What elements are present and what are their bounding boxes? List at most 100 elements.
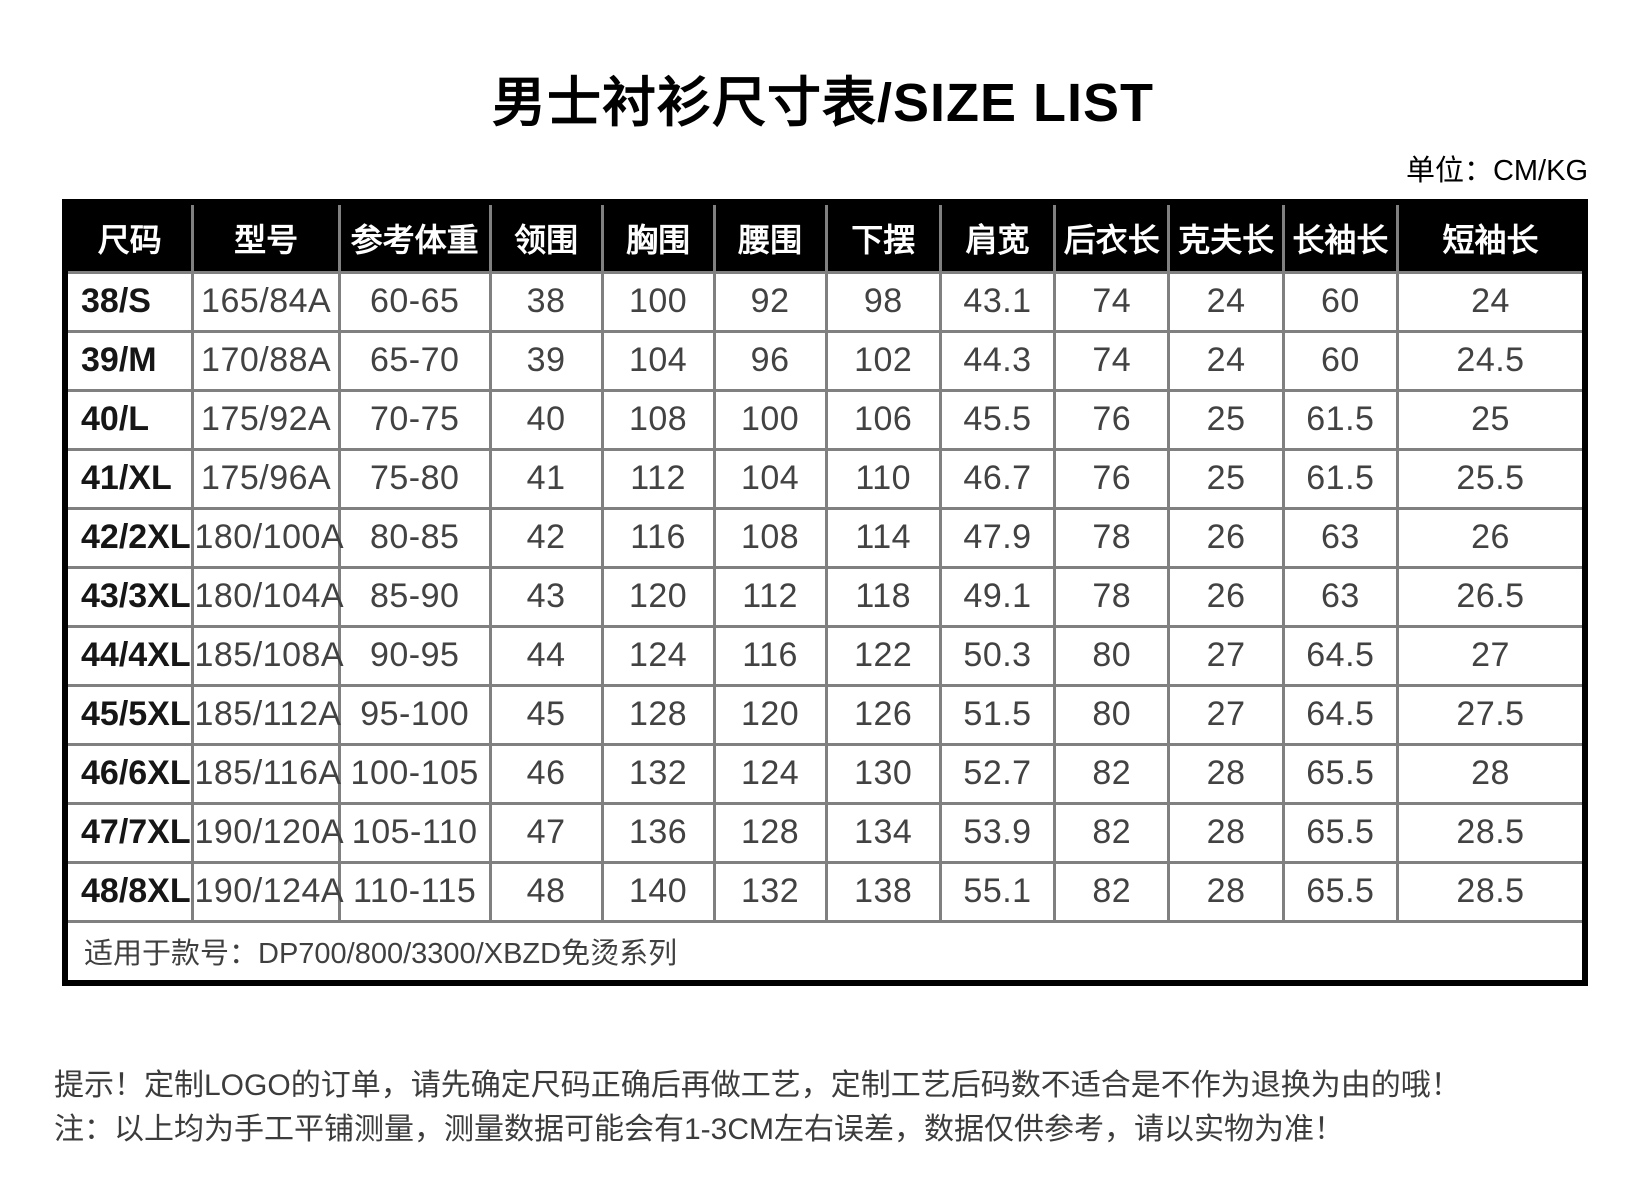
value-cell: 27 — [1396, 624, 1587, 687]
value-cell: 175/92A — [191, 388, 341, 451]
value-cell: 48 — [488, 860, 604, 923]
unit-label: 单位：CM/KG — [1405, 155, 1588, 187]
table-row: 45/5XL 185/112A 95-100 45 128 120 126 51.5 80 27 6… — [63, 683, 1587, 746]
value-cell: 41 — [488, 447, 604, 510]
table-row: 40/L 175/92A 70-75 40 108 100 106 45.5 76 25 61.5 2… — [63, 388, 1587, 451]
value-cell: 52.7 — [938, 742, 1057, 805]
column-header: 后衣长 — [1053, 200, 1171, 274]
value-cell: 46 — [488, 742, 604, 805]
value-cell: 61.5 — [1281, 447, 1400, 510]
value-cell: 63 — [1281, 506, 1400, 569]
value-cell: 26 — [1396, 506, 1587, 569]
value-cell: 78 — [1053, 565, 1171, 628]
value-cell: 80 — [1053, 683, 1171, 746]
value-cell: 64.5 — [1281, 624, 1400, 687]
value-cell: 51.5 — [938, 683, 1057, 746]
value-cell: 132 — [712, 860, 828, 923]
value-cell: 28 — [1167, 860, 1285, 923]
value-cell: 105-110 — [337, 801, 492, 864]
column-header: 下摆 — [824, 200, 942, 274]
value-cell: 75-80 — [337, 447, 492, 510]
column-header: 尺码 — [63, 200, 195, 274]
size-cell: 42/2XL — [63, 506, 195, 569]
value-cell: 74 — [1053, 329, 1171, 392]
value-cell: 38 — [488, 270, 604, 333]
column-header: 长袖长 — [1281, 200, 1400, 274]
size-cell: 38/S — [63, 270, 195, 333]
column-header: 胸围 — [600, 200, 716, 274]
column-header: 肩宽 — [938, 200, 1057, 274]
column-header: 短袖长 — [1396, 200, 1587, 274]
value-cell: 28 — [1167, 801, 1285, 864]
value-cell: 96 — [712, 329, 828, 392]
value-cell: 25 — [1167, 447, 1285, 510]
value-cell: 132 — [600, 742, 716, 805]
column-header: 型号 — [191, 200, 341, 274]
value-cell: 65.5 — [1281, 801, 1400, 864]
value-cell: 100 — [600, 270, 716, 333]
value-cell: 190/120A — [191, 801, 344, 864]
size-cell: 43/3XL — [63, 565, 195, 628]
table-row: 48/8XL 190/124A 110-115 48 140 132 138 55.1 82 28… — [63, 860, 1587, 923]
value-cell: 140 — [600, 860, 716, 923]
value-cell: 27 — [1167, 624, 1285, 687]
value-cell: 78 — [1053, 506, 1171, 569]
notes-block: 提示！定制LOGO的订单，请先确定尺码正确后再做工艺，定制工艺后码数不适合是不作… — [54, 1064, 1588, 1152]
column-header: 参考体重 — [337, 200, 492, 274]
value-cell: 104 — [712, 447, 828, 510]
value-cell: 70-75 — [337, 388, 492, 451]
value-cell: 165/84A — [191, 270, 341, 333]
size-cell: 44/4XL — [63, 624, 195, 687]
value-cell: 28.5 — [1396, 801, 1587, 864]
note-custom-logo: 提示！定制LOGO的订单，请先确定尺码正确后再做工艺，定制工艺后码数不适合是不作… — [54, 1069, 1461, 1102]
value-cell: 45.5 — [938, 388, 1057, 451]
value-cell: 108 — [712, 506, 828, 569]
header-row: 尺码 型号 参考体重 领围 胸围 腰围 下摆 肩宽 后衣长 克夫长 长袖长 短袖长 — [63, 200, 1587, 274]
value-cell: 61.5 — [1281, 388, 1400, 451]
value-cell: 120 — [600, 565, 716, 628]
value-cell: 85-90 — [337, 565, 492, 628]
size-cell: 45/5XL — [63, 683, 195, 746]
value-cell: 102 — [824, 329, 942, 392]
size-cell: 48/8XL — [63, 860, 195, 923]
value-cell: 116 — [600, 506, 716, 569]
table-row: 39/M 170/88A 65-70 39 104 96 102 44.3 74 24 60 24.5 — [63, 329, 1587, 392]
value-cell: 24 — [1167, 270, 1285, 333]
value-cell: 27.5 — [1396, 683, 1587, 746]
value-cell: 185/116A — [191, 742, 341, 805]
value-cell: 92 — [712, 270, 828, 333]
value-cell: 180/100A — [191, 506, 344, 569]
table-row: 41/XL 175/96A 75-80 41 112 104 110 46.7 76 25 61.5… — [63, 447, 1587, 510]
value-cell: 28.5 — [1396, 860, 1587, 923]
value-cell: 40 — [488, 388, 604, 451]
value-cell: 65.5 — [1281, 742, 1400, 805]
value-cell: 120 — [712, 683, 828, 746]
value-cell: 42 — [488, 506, 604, 569]
value-cell: 114 — [824, 506, 942, 569]
value-cell: 76 — [1053, 388, 1171, 451]
value-cell: 108 — [600, 388, 716, 451]
value-cell: 128 — [600, 683, 716, 746]
value-cell: 28 — [1167, 742, 1285, 805]
value-cell: 44 — [488, 624, 604, 687]
value-cell: 28 — [1396, 742, 1587, 805]
value-cell: 53.9 — [938, 801, 1057, 864]
table-row: 46/6XL 185/116A 100-105 46 132 124 130 52.7 82 28… — [63, 742, 1587, 805]
value-cell: 95-100 — [337, 683, 492, 746]
value-cell: 122 — [824, 624, 942, 687]
size-cell: 39/M — [63, 329, 195, 392]
value-cell: 24.5 — [1396, 329, 1587, 392]
value-cell: 82 — [1053, 801, 1171, 864]
value-cell: 25.5 — [1396, 447, 1587, 510]
table-row: 42/2XL 180/100A 80-85 42 116 108 114 47.9 78 26 63… — [63, 506, 1587, 569]
value-cell: 80 — [1053, 624, 1171, 687]
value-cell: 74 — [1053, 270, 1171, 333]
value-cell: 100 — [712, 388, 828, 451]
value-cell: 124 — [712, 742, 828, 805]
value-cell: 39 — [488, 329, 604, 392]
size-cell: 46/6XL — [63, 742, 195, 805]
table-row: 44/4XL 185/108A 90-95 44 124 116 122 50.3 80 27 64… — [63, 624, 1587, 687]
value-cell: 134 — [824, 801, 942, 864]
value-cell: 110 — [824, 447, 942, 510]
table-row: 43/3XL 180/104A 85-90 43 120 112 118 49.1 78 26 63… — [63, 565, 1587, 628]
